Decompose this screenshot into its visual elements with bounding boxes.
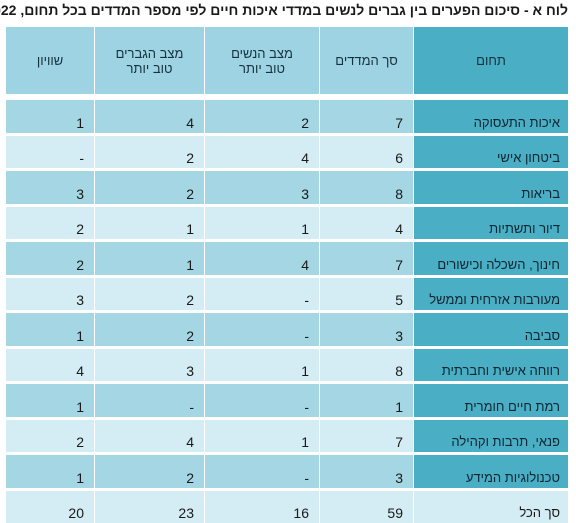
cell-equal: - (6, 133, 94, 169)
cell-total: 4 (319, 204, 413, 240)
cell-domain: דיור ותשתיות (413, 204, 568, 240)
cell-total: 7 (319, 417, 413, 453)
cell-total: 5 (319, 275, 413, 311)
cell-domain: בריאות (413, 168, 568, 204)
cell-equal: 3 (6, 275, 94, 311)
cell-women: 4 (204, 133, 319, 169)
header-equal: שוויון (6, 27, 94, 94)
cell-total: 7 (319, 97, 413, 133)
cell-total: 3 (319, 310, 413, 346)
header-domain: תחום (413, 27, 568, 94)
cell-equal: 4 (6, 346, 94, 382)
cell-total: 1 (319, 381, 413, 417)
cell-men: 2 (94, 168, 204, 204)
cell-women: 1 (204, 346, 319, 382)
cell-men: 2 (94, 275, 204, 311)
cell-domain: סך הכל (413, 488, 568, 523)
cell-equal: 1 (6, 381, 94, 417)
cell-equal: 1 (6, 310, 94, 346)
cell-women: 1 (204, 204, 319, 240)
cell-domain: טכנולוגיות המידע (413, 452, 568, 488)
cell-men: 2 (94, 452, 204, 488)
cell-men: 23 (94, 488, 204, 523)
cell-men: 4 (94, 417, 204, 453)
cell-women: - (204, 381, 319, 417)
cell-men: 4 (94, 97, 204, 133)
cell-men: 2 (94, 133, 204, 169)
header-total: סך המדדים (319, 27, 413, 94)
cell-equal: 20 (6, 488, 94, 523)
cell-women: - (204, 310, 319, 346)
cell-men: 1 (94, 204, 204, 240)
cell-equal: 3 (6, 168, 94, 204)
cell-equal: 2 (6, 417, 94, 453)
cell-domain: רמת חיים חומרית (413, 381, 568, 417)
cell-women: 3 (204, 168, 319, 204)
table-page: לוח א - סיכום הפערים בין גברים לנשים במד… (0, 0, 576, 504)
table-title: לוח א - סיכום הפערים בין גברים לנשים במד… (0, 2, 568, 18)
cell-women: 16 (204, 488, 319, 523)
cell-women: - (204, 275, 319, 311)
cell-domain: חינוך, השכלה וכישורים (413, 239, 568, 275)
cell-total: 6 (319, 133, 413, 169)
cell-domain: רווחה אישית וחברתית (413, 346, 568, 382)
cell-domain: ביטחון אישי (413, 133, 568, 169)
cell-women: - (204, 452, 319, 488)
cell-total: 3 (319, 452, 413, 488)
cell-total: 8 (319, 168, 413, 204)
cell-equal: 2 (6, 204, 94, 240)
cell-domain: איכות התעסוקה (413, 97, 568, 133)
cell-equal: 1 (6, 452, 94, 488)
cell-men: 3 (94, 346, 204, 382)
cell-equal: 2 (6, 239, 94, 275)
cell-domain: מעורבות אזרחית וממשל (413, 275, 568, 311)
cell-total: 8 (319, 346, 413, 382)
cell-total: 7 (319, 239, 413, 275)
cell-men: - (94, 381, 204, 417)
cell-domain: סביבה (413, 310, 568, 346)
cell-total: 59 (319, 488, 413, 523)
cell-women: 2 (204, 97, 319, 133)
cell-domain: פנאי, תרבות וקהילה (413, 417, 568, 453)
cell-men: 1 (94, 239, 204, 275)
cell-women: 4 (204, 239, 319, 275)
cell-women: 1 (204, 417, 319, 453)
cell-men: 2 (94, 310, 204, 346)
cell-equal: 1 (6, 97, 94, 133)
